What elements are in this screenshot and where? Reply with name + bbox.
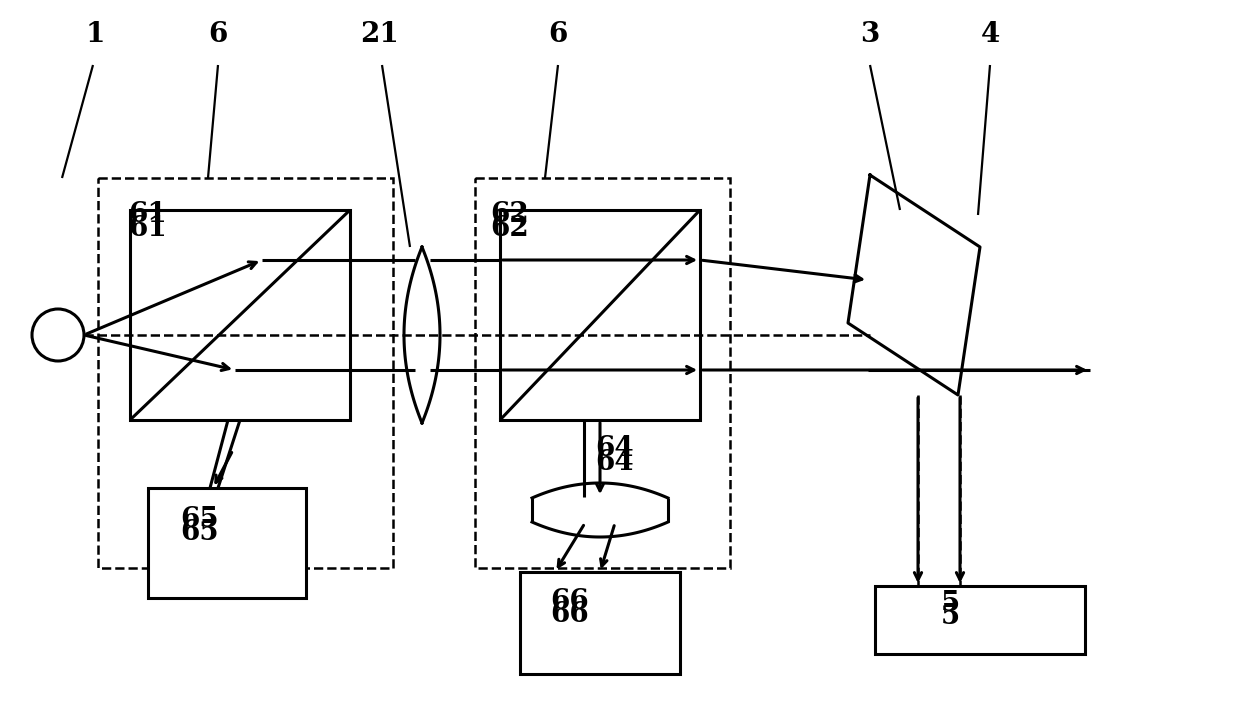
Text: 61: 61 (129, 214, 167, 241)
Text: 61: 61 (129, 201, 167, 228)
Bar (875, 586, 1085, 654)
Text: 6: 6 (548, 21, 568, 48)
Text: 3: 3 (861, 21, 879, 48)
Text: 4: 4 (981, 21, 999, 48)
Text: 5: 5 (940, 604, 960, 630)
Bar (475, 178, 730, 568)
Text: 64: 64 (595, 435, 635, 462)
Text: 62: 62 (491, 201, 529, 228)
Text: 65: 65 (181, 520, 219, 547)
Bar (520, 572, 680, 674)
Text: 64: 64 (595, 449, 635, 476)
Text: 65: 65 (181, 506, 219, 533)
Bar (98, 178, 393, 568)
Text: 1: 1 (86, 21, 104, 48)
Text: 66: 66 (551, 588, 589, 615)
Bar (148, 488, 306, 598)
Text: 21: 21 (361, 21, 399, 48)
Bar (130, 210, 350, 420)
Text: 66: 66 (551, 601, 589, 628)
Text: 5: 5 (940, 590, 960, 617)
Bar (500, 210, 701, 420)
Text: 62: 62 (491, 214, 529, 241)
Text: 6: 6 (208, 21, 228, 48)
